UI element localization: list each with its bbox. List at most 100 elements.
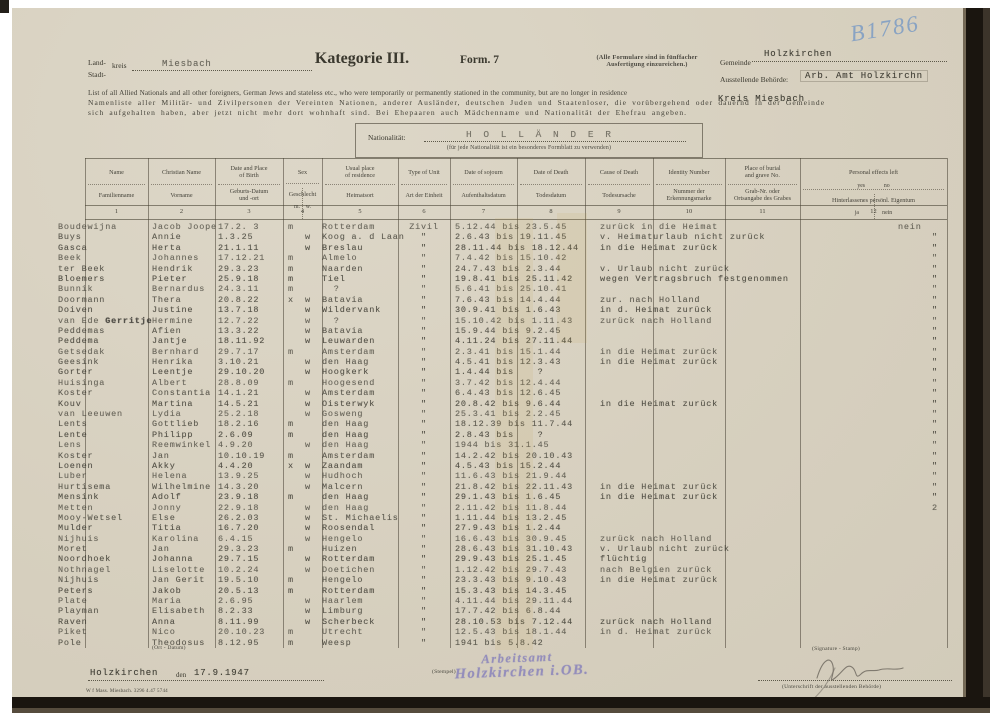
- cell-sojourn-dates: 2.3.41 bis 15.1.44: [455, 346, 562, 357]
- cell-sojourn-dates: 6.4.43 bis 12.6.45: [455, 388, 562, 399]
- cell-residence: Oisterwyk: [322, 398, 376, 409]
- table-rule: [85, 158, 947, 159]
- gemeinde-label: Gemeinde: [720, 58, 751, 67]
- cell-unit-type: ": [421, 616, 427, 627]
- cell-christian-name: Gottlieb: [152, 419, 200, 430]
- cell-residence: ?: [322, 315, 340, 326]
- cell-personal-effects: ": [932, 450, 938, 461]
- cell-sojourn-dates: 2.8.43 bis ?: [455, 429, 544, 440]
- footer-date: 17.9.1947: [194, 668, 250, 678]
- cell-unit-type: ": [421, 627, 427, 638]
- table-column-line: [85, 158, 86, 648]
- cell-christian-name: Akky: [152, 460, 176, 471]
- cell-sex-w: w: [305, 512, 311, 523]
- cell-remark: in die Heimat zurück: [600, 398, 719, 409]
- cell-sex-m: m: [288, 273, 294, 284]
- signature-stamp-label: (Signature - Stamp): [812, 646, 860, 652]
- table-column-line: [322, 158, 323, 648]
- header-label-en: Date of sojourn: [464, 168, 503, 176]
- cell-personal-effects: ": [932, 357, 938, 368]
- cell-remark: in die Heimat zurück: [600, 575, 719, 586]
- stadt-label: Stadt-: [88, 70, 106, 79]
- cell-sex-m: m: [288, 429, 294, 440]
- table-subdivider-line: [302, 188, 304, 219]
- print-code: W f Mass. Miesbach. 3296 4.47 5744: [86, 689, 168, 694]
- cell-birth-date: 4.4.20: [218, 460, 254, 471]
- cell-remark: wegen Vertragsbruch festgenommen: [600, 273, 789, 284]
- cell-residence: Roosendal: [322, 523, 376, 534]
- table-row: Moret Jan 29.3.23 m Huizen " 28.6.43 bis 31.10…: [12, 544, 963, 554]
- header-label-en: Sex: [297, 168, 308, 176]
- cell-remark: zurück nach Holland: [600, 616, 713, 627]
- cell-residence: Amsterdam: [322, 346, 376, 357]
- cell-sex-w: w: [305, 481, 311, 492]
- cell-family-name: Koster: [58, 450, 94, 461]
- cell-birth-date: 20.5.13: [218, 585, 260, 596]
- header-label-de: Hinterlassenes persönl. Eigentum: [832, 196, 915, 204]
- cell-family-name: Nijhuis: [58, 575, 100, 586]
- cell-sojourn-dates: 5.12.44 bis 23.5.45: [455, 222, 568, 232]
- header-label-de: Grab-Nr. oder Ortsangabe des Grabes: [733, 188, 792, 202]
- cell-personal-effects: ": [932, 440, 938, 451]
- cell-sojourn-dates: 1941 bis 5.8.42: [455, 637, 544, 648]
- cell-birth-date: 8.2.33: [218, 606, 254, 617]
- header-cell-10: Identity Number Nummer der Erkennungsmark…: [653, 158, 725, 205]
- cell-family-name: Piket: [58, 627, 88, 638]
- cell-christian-name: Helena: [152, 471, 188, 482]
- cell-unit-type: ": [421, 398, 427, 409]
- cell-residence: Wildervank: [322, 305, 382, 316]
- header-sublabel-de: ja nein: [854, 210, 893, 216]
- cell-christian-name: Elisabeth: [152, 606, 206, 617]
- cell-birth-date: 2.6.95: [218, 596, 254, 607]
- cell-christian-name: Philipp: [152, 429, 194, 440]
- table-column-line: [283, 158, 284, 648]
- cell-sojourn-dates: 29.9.43 bis 25.1.45: [455, 554, 568, 565]
- table-row: Koster Constantia 14.1.21 w Amsterdam " 6.4.43…: [12, 388, 963, 398]
- header-divider: [286, 183, 319, 184]
- cell-sojourn-dates: 28.11.44 bis 18.12.44: [455, 242, 579, 253]
- kreis-label-land: Land-: [88, 58, 106, 67]
- cell-sojourn-dates: 3.7.42 bis 12.4.44: [455, 377, 562, 388]
- cell-sex-w: w: [305, 305, 311, 316]
- cell-sex-w: w: [305, 398, 311, 409]
- table-row: Peddema Jantje 18.11.92 w Leuwarden " 4.11.24 …: [12, 336, 963, 346]
- table-row: Playman Elisabeth 8.2.33 w Limburg " 17.7.42 b…: [12, 606, 963, 616]
- cell-unit-type: ": [421, 357, 427, 368]
- copies-note: (Alle Formulare sind in fünffacher Ausfe…: [572, 54, 722, 68]
- cell-unit-type: ": [421, 315, 427, 326]
- cell-personal-effects: ": [932, 398, 938, 409]
- cell-unit-type: ": [421, 367, 427, 378]
- cell-personal-effects: ": [932, 492, 938, 503]
- table-row: Lents Gottlieb 18.2.16 m den Haag " 18.12.39 b…: [12, 419, 963, 429]
- cell-family-name: Boudewijna: [58, 222, 118, 232]
- cell-unit-type: ": [421, 533, 427, 544]
- cell-residence: Rotterdam: [322, 585, 376, 596]
- header-label-en: Personal effects left: [848, 168, 899, 176]
- cell-sex-w: w: [305, 440, 311, 451]
- cell-birth-date: 17.2. 3: [218, 222, 260, 232]
- header-label-de: Art der Einheit: [405, 191, 443, 199]
- nationality-note: (für jede Nationalität ist ein besondere…: [446, 145, 612, 151]
- cell-family-name: Gorter: [58, 367, 94, 378]
- header-column-number: 12: [870, 208, 877, 215]
- header-label-en: Christian Name: [161, 168, 201, 176]
- header-label-en: Type of Unit: [408, 168, 440, 176]
- cell-sex-w: w: [305, 357, 311, 368]
- cell-sex-w: w: [305, 336, 311, 347]
- cell-family-name: van Leeuwen: [58, 409, 123, 420]
- header-cell-8: Date of Death Todesdatum: [517, 158, 585, 205]
- stempel-label: (Stempel): [432, 669, 456, 675]
- table-row: Nothnagel Liselotte 10.2.24 w Doetichen " 1.12…: [12, 565, 963, 575]
- cell-residence: Almelo: [322, 253, 358, 264]
- cell-family-name: Lens: [58, 440, 82, 451]
- cell-remark: in d. Heimat zurück: [600, 305, 713, 316]
- cell-birth-date: 23.9.18: [218, 492, 260, 503]
- header-divider: [520, 183, 582, 185]
- cell-sojourn-dates: 2.11.42 bis 11.8.44: [455, 502, 568, 513]
- table-column-line: [653, 158, 654, 648]
- cell-birth-date: 28.8.09: [218, 377, 260, 388]
- cell-birth-date: 18.11.92: [218, 336, 266, 347]
- cell-sex-m: x: [288, 294, 294, 305]
- cell-unit-type: ": [421, 502, 427, 513]
- intro-line-en: List of all Allied Nationals and all oth…: [88, 89, 628, 97]
